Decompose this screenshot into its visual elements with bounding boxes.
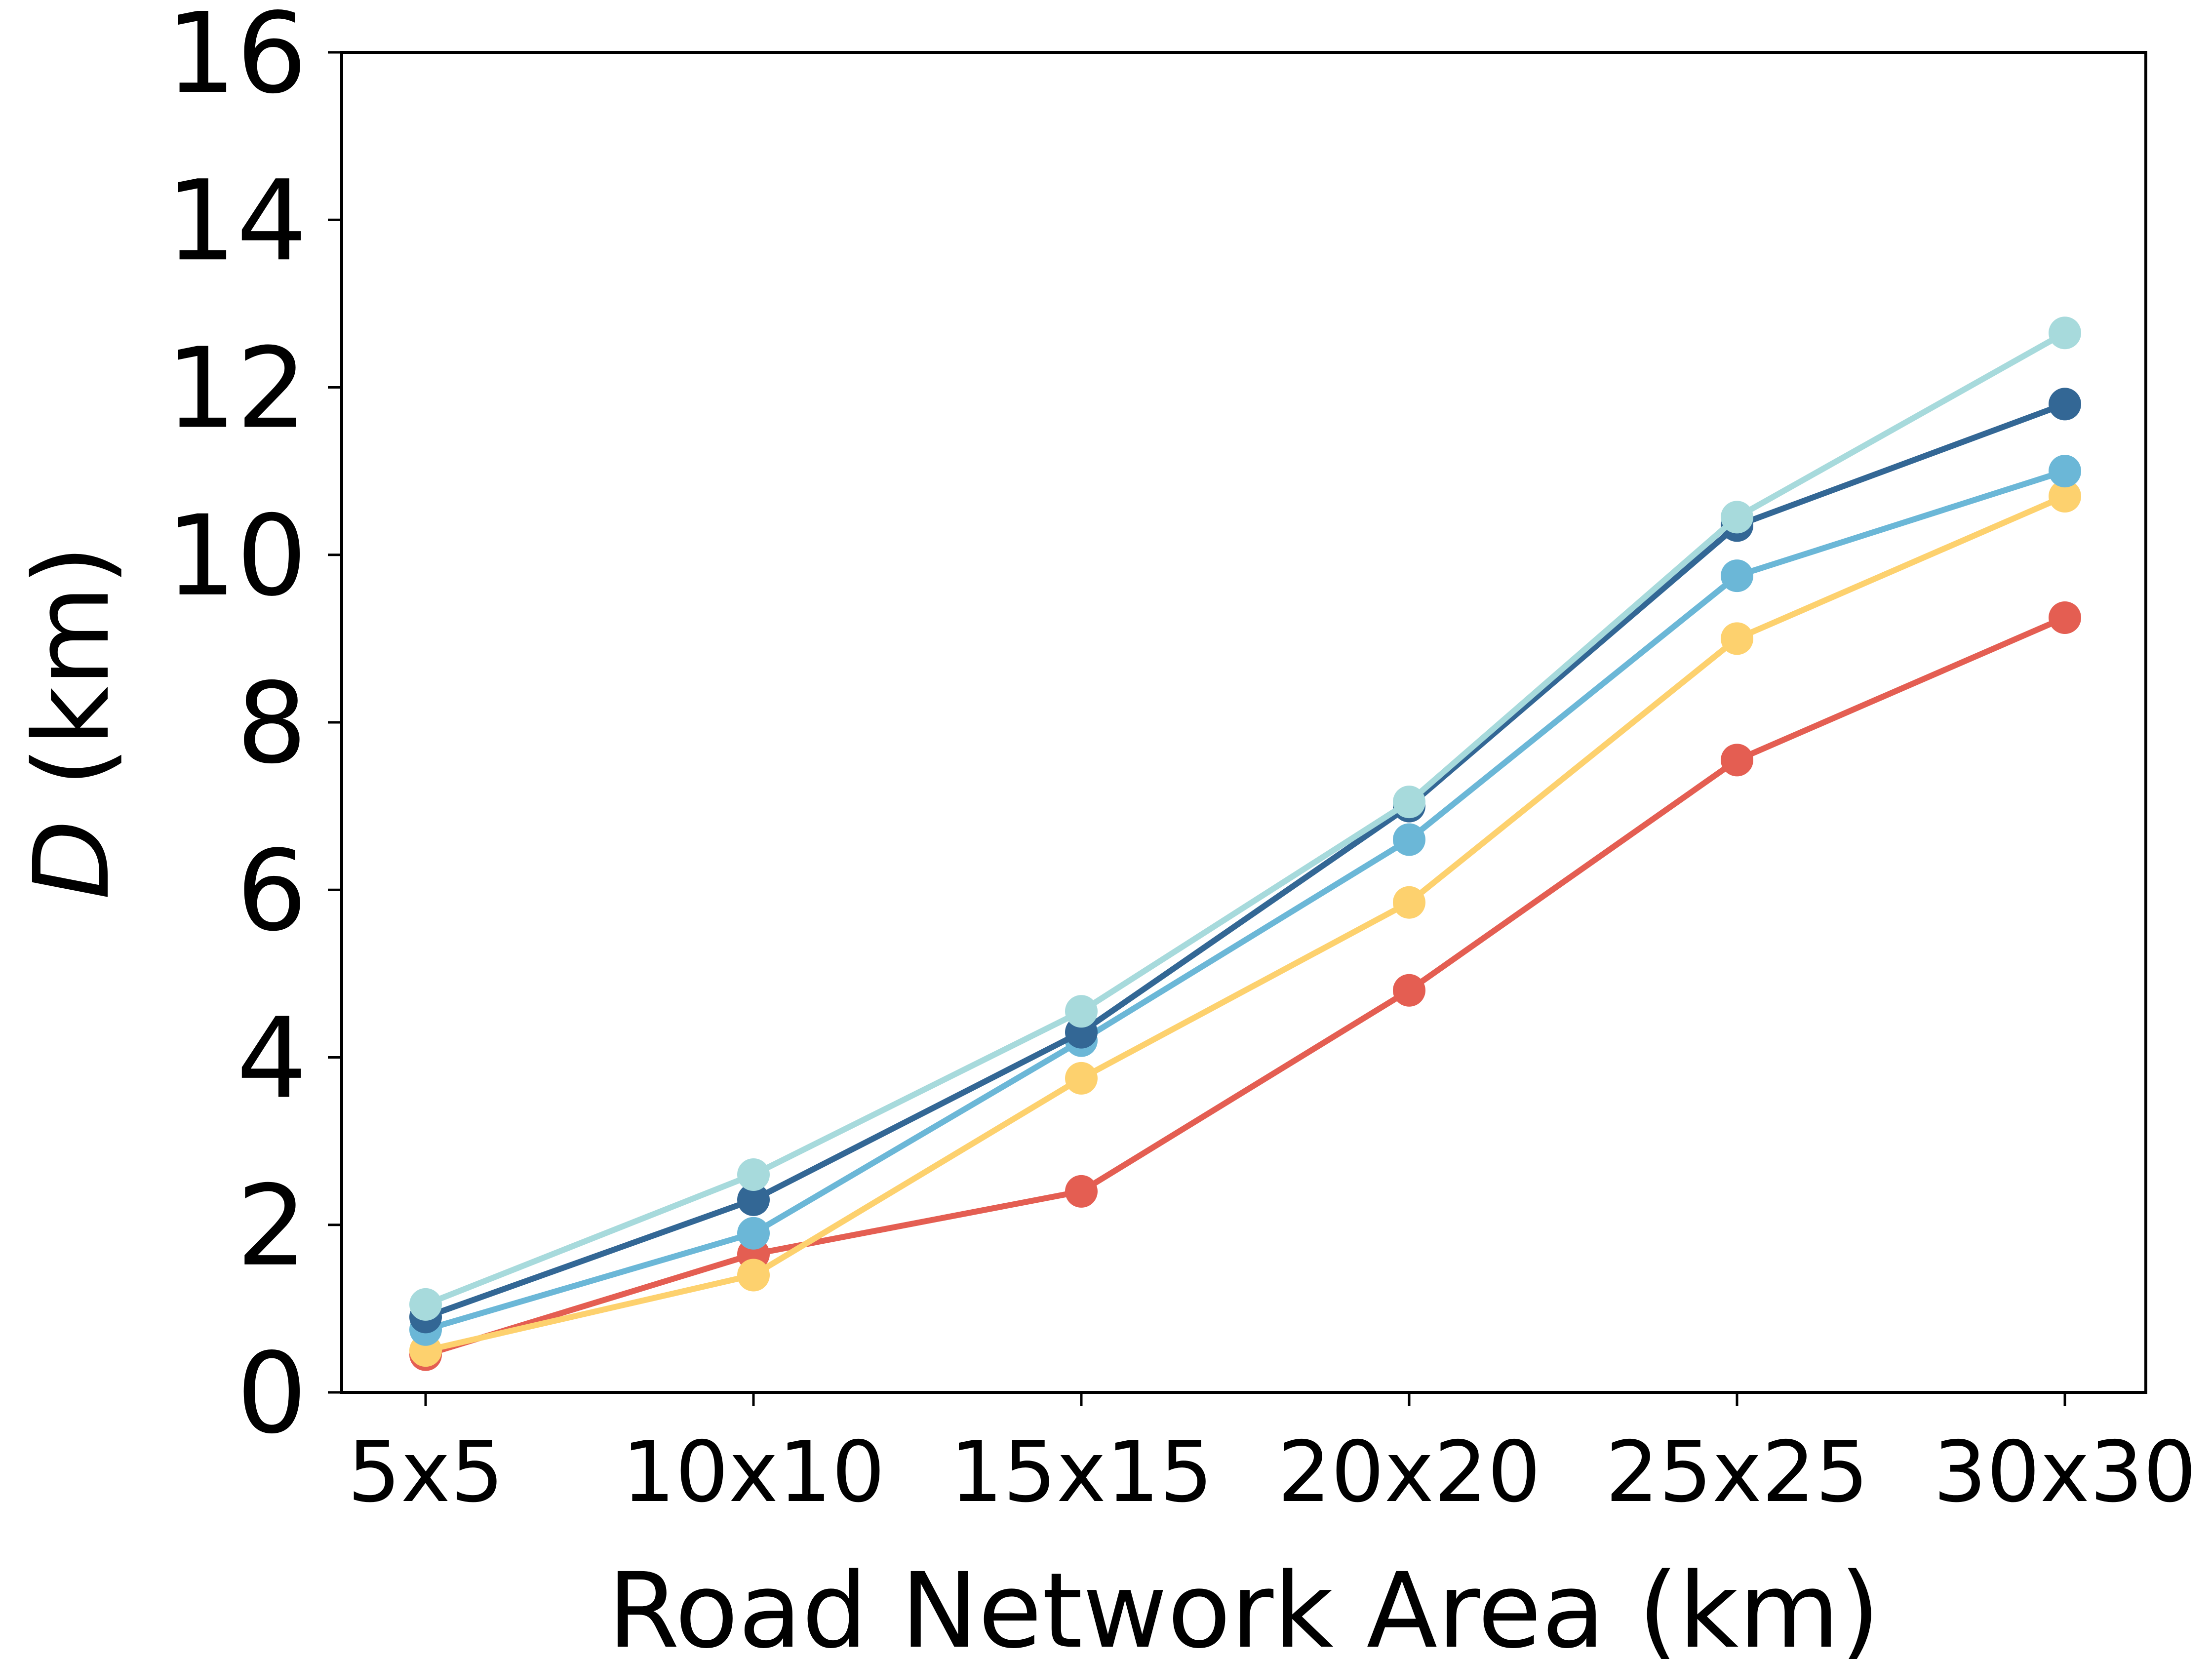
y-tick-label: 10	[166, 492, 307, 621]
y-tick-label: 6	[237, 827, 307, 956]
series-4	[409, 388, 2081, 1334]
y-tick-label: 14	[166, 157, 307, 286]
x-tick-label: 15x15	[949, 1423, 1213, 1521]
x-axis: 5x5 10x10 15x15 20x20 25x25 30x30	[348, 1392, 2197, 1521]
y-tick-label: 8	[237, 659, 307, 789]
series-5	[409, 316, 2081, 1321]
y-tick-label: 2	[237, 1162, 307, 1291]
data-point	[1721, 501, 1753, 534]
y-tick-label: 0	[237, 1329, 307, 1459]
data-point	[737, 1158, 770, 1191]
series-line	[423, 614, 2068, 1358]
y-tick-label: 16	[166, 0, 307, 118]
data-point	[409, 1288, 442, 1321]
data-point	[737, 1259, 770, 1292]
series-line	[423, 401, 2068, 1320]
y-tick-label: 12	[166, 324, 307, 454]
plot-marks	[409, 316, 2081, 1371]
data-point	[1393, 974, 1425, 1007]
series-1	[409, 601, 2081, 1371]
y-axis-label-unit: (km)	[11, 545, 132, 820]
data-point	[2049, 455, 2081, 488]
x-axis-label: Road Network Area (km)	[607, 1550, 1880, 1659]
y-axis-label-symbol: D	[11, 820, 132, 900]
data-point	[1393, 786, 1425, 819]
data-point	[2049, 388, 2081, 421]
series-3	[409, 455, 2081, 1346]
data-point	[1065, 1062, 1098, 1095]
x-tick-label: 20x20	[1277, 1423, 1540, 1521]
x-tick-label: 25x25	[1605, 1423, 1868, 1521]
data-point	[1393, 823, 1425, 856]
y-axis-label: D (km)	[11, 545, 132, 900]
data-point	[1721, 744, 1753, 777]
data-point	[1065, 995, 1098, 1028]
y-tick-label: 4	[237, 994, 307, 1124]
data-point	[1721, 622, 1753, 655]
y-axis: 0 2 4 6 8 10 12 14 16	[166, 0, 342, 1459]
data-point	[1721, 559, 1753, 592]
plot-frame	[340, 51, 2147, 1394]
series-line	[423, 493, 2068, 1354]
data-point	[2049, 480, 2081, 513]
series-line	[423, 330, 2068, 1307]
x-tick-label: 30x30	[1933, 1423, 2196, 1521]
data-point	[2049, 601, 2081, 634]
data-point	[2049, 316, 2081, 350]
series-line	[423, 468, 2068, 1333]
data-point	[1065, 1175, 1098, 1208]
data-point	[1393, 886, 1425, 919]
x-tick-label: 10x10	[622, 1423, 885, 1521]
x-tick-label: 5x5	[348, 1423, 504, 1521]
data-point	[737, 1183, 770, 1216]
data-point	[737, 1217, 770, 1250]
